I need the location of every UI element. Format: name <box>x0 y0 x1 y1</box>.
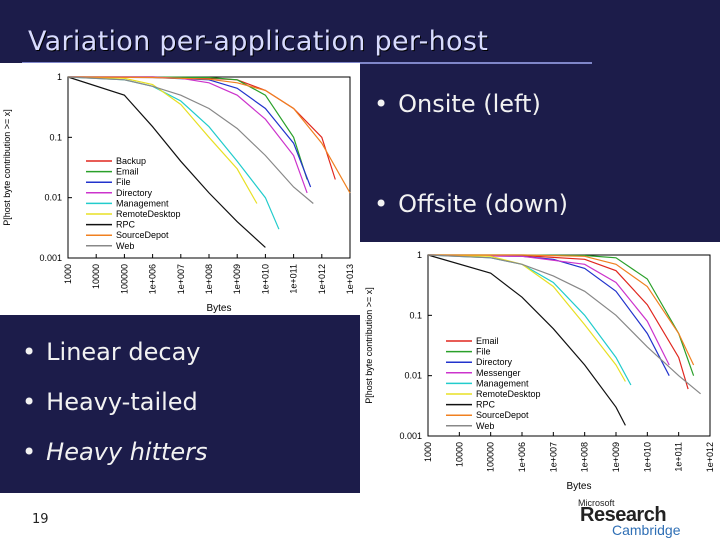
series-line-rpc <box>67 76 266 248</box>
series-line-remotedesktop <box>427 254 626 382</box>
series-line-management <box>427 254 632 386</box>
legend-label: Web <box>476 421 494 431</box>
x-axis-label: Bytes <box>566 481 591 492</box>
y-tick-label: 1 <box>417 250 422 260</box>
series-line-directory <box>427 254 670 376</box>
x-tick-label: 1e+012 <box>705 442 715 472</box>
onsite-chart-svg: 0.001 0.01 0.1 1 1000 10000 100000 1e+006 1e+007… <box>2 72 355 314</box>
series-line-email <box>427 254 689 390</box>
legend-label: Email <box>476 336 499 346</box>
footer-bar <box>0 493 720 540</box>
legend-label: File <box>476 347 491 357</box>
x-tick-label: 100000 <box>486 442 496 472</box>
legend-label: Backup <box>116 156 146 166</box>
x-tick-label: 10000 <box>91 264 101 289</box>
bullet-onsite-text: Onsite (left) <box>398 90 541 118</box>
legend-label: Email <box>116 167 139 177</box>
bullet-glyph: • <box>374 190 389 218</box>
y-tick-label: 0.001 <box>39 253 62 263</box>
bullet-glyph: • <box>22 338 37 366</box>
logo-microsoft-text: Microsoft <box>578 498 615 508</box>
x-tick-label: 1e+008 <box>580 442 590 472</box>
plot-frame <box>67 76 351 259</box>
x-tick-label: 1e+006 <box>517 442 527 472</box>
offsite-chart-svg: 0.001 0.01 0.1 1 1000 10000 100000 1e+006 1e+007… <box>364 250 715 492</box>
legend-label: RPC <box>476 400 496 410</box>
bullet-heavy-hitters: • Heavy hitters <box>22 438 208 466</box>
x-tick-label: 1e+010 <box>260 264 270 294</box>
slide-number: 19 <box>32 512 49 527</box>
y-tick-label: 0.01 <box>44 193 62 203</box>
x-tick-label: 1e+009 <box>611 442 621 472</box>
legend-label: RemoteDesktop <box>476 389 541 399</box>
x-tick-label: 1e+007 <box>548 442 558 472</box>
x-tick-label: 1e+007 <box>176 264 186 294</box>
slide-title: Variation per-application per-host <box>28 26 489 57</box>
x-tick-label: 10000 <box>454 442 464 467</box>
x-tick-label: 1000 <box>63 264 73 284</box>
y-tick-label: 0.1 <box>409 310 422 320</box>
legend-label: Management <box>116 198 169 208</box>
series-line-web <box>67 76 314 204</box>
series-line-rpc <box>427 254 626 426</box>
x-tick-label: 1e+010 <box>642 442 652 472</box>
bullet-glyph: • <box>374 90 389 118</box>
legend-label: Directory <box>476 357 513 367</box>
x-tick-label: 1e+006 <box>148 264 158 294</box>
series-line-remotedesktop <box>67 76 258 204</box>
legend-label: RemoteDesktop <box>116 209 181 219</box>
series-line-sourcedepot <box>67 76 351 194</box>
bullet-heavy-tailed-text: Heavy-tailed <box>46 388 198 416</box>
series-line-sourcedepot <box>428 254 695 366</box>
bullet-linear-decay: • Linear decay <box>22 338 200 366</box>
x-tick-label: 1e+011 <box>289 264 299 294</box>
y-tick-label: 1 <box>57 72 62 82</box>
x-tick-label: 1e+011 <box>674 442 684 472</box>
legend-label: Directory <box>116 188 153 198</box>
bullet-linear-decay-text: Linear decay <box>46 338 201 366</box>
series-line-web <box>427 254 701 395</box>
bullet-heavy-hitters-text: Heavy hitters <box>46 438 208 466</box>
legend-label: Management <box>476 378 529 388</box>
y-axis-label: P[host byte contribution >= x] <box>2 109 12 226</box>
x-tick-label: 1000 <box>423 442 433 462</box>
x-tick-label: 1e+009 <box>232 264 242 294</box>
onsite-chart: 0.001 0.01 0.1 1 1000 10000 100000 1e+006 1e+007… <box>0 63 360 315</box>
bullet-onsite: • Onsite (left) <box>374 90 541 118</box>
bullet-offsite-text: Offsite (down) <box>398 190 569 218</box>
bullet-glyph: • <box>22 388 37 416</box>
series-line-email <box>68 76 308 180</box>
y-tick-label: 0.1 <box>49 132 62 142</box>
x-axis-label: Bytes <box>206 303 231 314</box>
bullet-offsite: • Offsite (down) <box>374 190 568 218</box>
plot-frame <box>427 254 711 437</box>
legend-label: SourceDepot <box>476 410 529 420</box>
legend-label: RPC <box>116 220 136 230</box>
legend-label: Web <box>116 241 134 251</box>
legend-label: File <box>116 177 131 187</box>
logo-research-text: Research <box>580 504 667 526</box>
y-axis-label: P[host byte contribution >= x] <box>364 287 374 404</box>
y-tick-label: 0.001 <box>399 431 422 441</box>
y-tick-label: 0.01 <box>404 371 422 381</box>
series-line-messenger <box>427 254 670 366</box>
bullet-heavy-tailed: • Heavy-tailed <box>22 388 198 416</box>
microsoft-research-logo: Microsoft Research Cambridge <box>578 498 708 538</box>
x-tick-label: 100000 <box>119 264 129 294</box>
x-tick-label: 1e+013 <box>345 264 355 294</box>
offsite-chart: 0.001 0.01 0.1 1 1000 10000 100000 1e+006 1e+007… <box>360 242 720 494</box>
logo-cambridge-text: Cambridge <box>612 522 681 538</box>
x-tick-label: 1e+012 <box>317 264 327 294</box>
legend-label: Messenger <box>476 368 521 378</box>
bullet-glyph: • <box>22 438 37 466</box>
x-tick-label: 1e+008 <box>204 264 214 294</box>
legend-label: SourceDepot <box>116 230 169 240</box>
